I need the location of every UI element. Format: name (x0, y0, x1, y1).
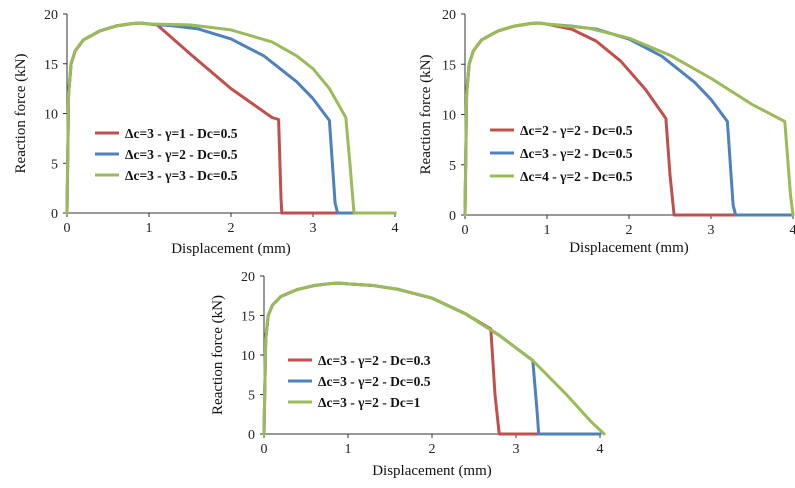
y-tick-label: 5 (248, 389, 255, 404)
legend-label: Δc=2 - γ=2 - Dc=0.5 (520, 123, 633, 138)
legend-label: Δc=3 - γ=2 - Dc=0.5 (520, 146, 633, 161)
chart-top-right: 0 5 10 15 20 0 1 2 3 4 Displacement (mm) Reaction f… (418, 8, 795, 256)
x-tick-label: 4 (790, 223, 795, 238)
y-tick-label: 5 (51, 157, 58, 172)
legend-label: Δc=4 - γ=2 - Dc=0.5 (520, 169, 633, 184)
x-tick-label: 3 (310, 221, 317, 236)
x-tick-label: 4 (392, 221, 399, 236)
legend-label: Δc=3 - γ=2 - Dc=0.5 (125, 147, 238, 162)
y-tick-label: 10 (44, 108, 58, 123)
y-tick-label: 0 (449, 209, 456, 224)
y-axis-label: Reaction force (kN) (13, 54, 29, 174)
y-axis-label: Reaction force (kN) (418, 55, 434, 175)
y-tick-label: 5 (449, 159, 456, 174)
series-line-2 (463, 21, 795, 217)
y-tick-label: 10 (241, 349, 255, 364)
y-tick-label: 10 (442, 109, 456, 124)
x-tick-label: 1 (146, 221, 153, 236)
y-tick-label: 0 (51, 207, 58, 222)
series-line-2 (262, 281, 602, 436)
legend-label: Δc=3 - γ=3 - Dc=0.5 (125, 168, 238, 183)
x-tick-label: 3 (708, 223, 715, 238)
y-tick-label: 20 (241, 270, 255, 285)
legend-label: Δc=3 - γ=2 - Dc=0.5 (318, 374, 431, 389)
chart-bottom: 0 5 10 15 20 0 1 2 3 4 Displacement (mm) Reaction f… (210, 270, 606, 479)
x-tick-label: 3 (513, 442, 520, 457)
legend-label: Δc=3 - γ=1 - Dc=0.5 (125, 126, 238, 141)
series-line-3 (463, 21, 795, 217)
x-tick-label: 0 (64, 221, 71, 236)
y-tick-label: 20 (44, 8, 58, 23)
x-tick-label: 2 (228, 221, 235, 236)
x-axis-label: Displacement (mm) (372, 463, 492, 479)
y-tick-label: 15 (442, 58, 456, 73)
series-line-3 (65, 21, 397, 215)
x-axis-label: Displacement (mm) (569, 240, 689, 256)
y-tick-label: 20 (442, 8, 456, 23)
series-line-1 (463, 21, 795, 217)
y-tick-label: 15 (44, 58, 58, 73)
y-tick-label: 0 (248, 428, 255, 443)
x-axis-label: Displacement (mm) (171, 241, 291, 257)
series-line-3 (262, 281, 606, 436)
x-tick-label: 0 (462, 223, 469, 238)
x-tick-label: 0 (261, 442, 268, 457)
legend-label: Δc=3 - γ=2 - Dc=0.3 (318, 353, 431, 368)
x-tick-label: 2 (626, 223, 633, 238)
series-line-1 (262, 281, 602, 436)
x-tick-label: 2 (429, 442, 436, 457)
y-tick-label: 15 (241, 310, 255, 325)
chart-top-left: 0 5 10 15 20 0 1 2 3 4 Displacement (mm) Reaction f… (13, 8, 399, 257)
x-tick-label: 1 (544, 223, 551, 238)
x-tick-label: 4 (597, 442, 604, 457)
y-axis-label: Reaction force (kN) (210, 295, 226, 415)
legend-label: Δc=3 - γ=2 - Dc=1 (318, 395, 421, 410)
x-tick-label: 1 (345, 442, 352, 457)
